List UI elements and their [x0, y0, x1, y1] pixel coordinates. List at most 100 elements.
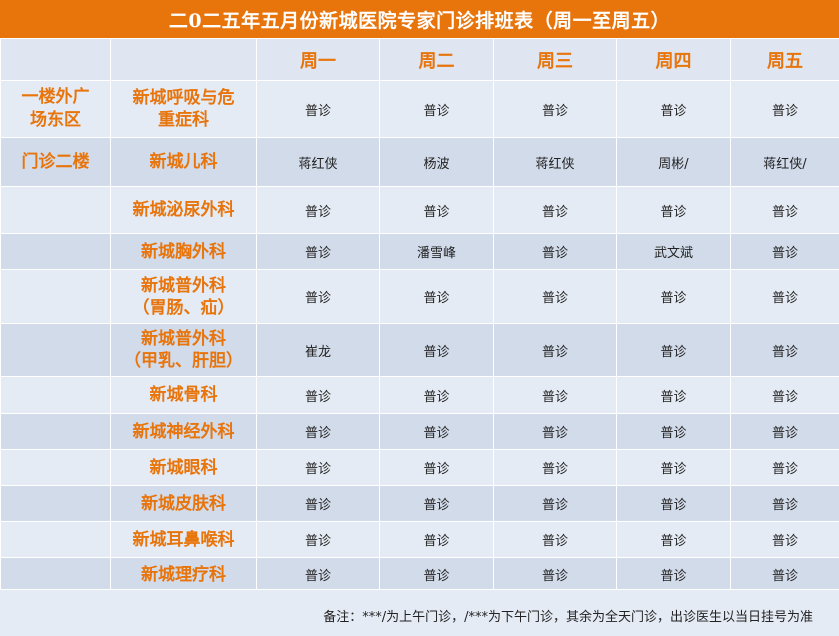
header-location-cell	[0, 38, 111, 81]
footer-note: 备注：***/为上午门诊，/***为下午门诊，其余为全天门诊，出诊医生以当日挂号…	[323, 610, 813, 625]
table-row: 新城普外科 （胃肠、疝） 普诊 普诊 普诊 普诊 普诊	[0, 269, 839, 324]
schedule-cell: 普诊	[616, 413, 731, 450]
table-row: 新城胸外科 普诊 潘雪峰 普诊 武文斌 普诊	[0, 233, 839, 270]
table-row: 新城神经外科 普诊 普诊 普诊 普诊 普诊	[0, 413, 839, 450]
schedule-cell: 普诊	[493, 557, 617, 592]
schedule-cell: 周彬/	[616, 137, 731, 187]
location-cell	[0, 557, 111, 592]
schedule-cell: 普诊	[616, 80, 731, 138]
schedule-cell: 普诊	[616, 521, 731, 558]
table-row: 新城泌尿外科 普诊 普诊 普诊 普诊 普诊	[0, 186, 839, 234]
department-cell: 新城胸外科	[110, 233, 257, 270]
department-cell: 新城骨科	[110, 376, 257, 414]
location-cell	[0, 449, 111, 486]
schedule-cell: 普诊	[256, 269, 380, 324]
schedule-cell: 普诊	[493, 80, 617, 138]
schedule-cell: 普诊	[616, 269, 731, 324]
schedule-cell: 普诊	[730, 323, 839, 377]
table-row: 新城皮肤科 普诊 普诊 普诊 普诊 普诊	[0, 485, 839, 522]
schedule-cell: 普诊	[616, 323, 731, 377]
schedule-cell: 普诊	[616, 449, 731, 486]
schedule-cell: 普诊	[730, 557, 839, 592]
schedule-cell: 普诊	[730, 80, 839, 138]
schedule-cell: 普诊	[379, 323, 494, 377]
schedule-cell: 普诊	[493, 521, 617, 558]
schedule-cell: 普诊	[379, 186, 494, 234]
schedule-cell: 普诊	[493, 376, 617, 414]
location-cell	[0, 269, 111, 324]
department-cell: 新城普外科 （胃肠、疝）	[110, 269, 257, 324]
schedule-cell: 普诊	[379, 485, 494, 522]
schedule-cell: 武文斌	[616, 233, 731, 270]
location-cell	[0, 376, 111, 414]
schedule-cell: 普诊	[730, 521, 839, 558]
table-row: 新城耳鼻喉科 普诊 普诊 普诊 普诊 普诊	[0, 521, 839, 558]
schedule-cell: 崔龙	[256, 323, 380, 377]
location-cell	[0, 485, 111, 522]
page-title: 二0二五年五月份新城医院专家门诊排班表（周一至周五）	[0, 0, 839, 38]
schedule-cell: 普诊	[493, 323, 617, 377]
header-day-tue: 周二	[379, 38, 494, 81]
schedule-cell: 普诊	[379, 449, 494, 486]
schedule-table: 周一 周二 周三 周四 周五 一楼外广 场东区 新城呼吸与危 重症科 普诊 普诊 普诊 普诊普…	[0, 38, 839, 592]
department-cell: 新城普外科 （甲乳、肝胆）	[110, 323, 257, 377]
schedule-cell: 普诊	[730, 186, 839, 234]
schedule-cell: 潘雪峰	[379, 233, 494, 270]
schedule-cell: 普诊	[616, 186, 731, 234]
schedule-cell: 普诊	[256, 485, 380, 522]
schedule-cell: 普诊	[379, 269, 494, 324]
header-department-cell	[110, 38, 257, 81]
department-cell: 新城儿科	[110, 137, 257, 187]
table-row: 一楼外广 场东区 新城呼吸与危 重症科 普诊 普诊 普诊 普诊 普诊	[0, 80, 839, 138]
location-cell: 门诊二楼	[0, 137, 111, 187]
department-cell: 新城耳鼻喉科	[110, 521, 257, 558]
schedule-cell: 普诊	[616, 557, 731, 592]
table-row: 新城理疗科 普诊 普诊 普诊 普诊 普诊	[0, 557, 839, 592]
header-day-wed: 周三	[493, 38, 617, 81]
schedule-cell: 蒋红侠	[256, 137, 380, 187]
schedule-cell: 普诊	[730, 485, 839, 522]
table-row: 新城眼科 普诊 普诊 普诊 普诊 普诊	[0, 449, 839, 486]
header-day-thu: 周四	[616, 38, 731, 81]
location-cell	[0, 521, 111, 558]
table-row: 新城普外科 （甲乳、肝胆） 崔龙 普诊 普诊 普诊 普诊	[0, 323, 839, 377]
location-cell	[0, 233, 111, 270]
schedule-cell: 普诊	[379, 521, 494, 558]
schedule-cell: 普诊	[256, 376, 380, 414]
schedule-cell: 普诊	[379, 80, 494, 138]
schedule-cell: 普诊	[256, 186, 380, 234]
department-cell: 新城呼吸与危 重症科	[110, 80, 257, 138]
header-day-fri: 周五	[730, 38, 839, 81]
location-cell	[0, 413, 111, 450]
table-row: 新城骨科 普诊 普诊 普诊 普诊 普诊	[0, 376, 839, 414]
schedule-cell: 杨波	[379, 137, 494, 187]
department-cell: 新城泌尿外科	[110, 186, 257, 234]
location-cell	[0, 323, 111, 377]
schedule-cell: 普诊	[616, 376, 731, 414]
schedule-cell: 普诊	[256, 449, 380, 486]
schedule-cell: 普诊	[493, 449, 617, 486]
schedule-cell: 普诊	[493, 233, 617, 270]
schedule-cell: 蒋红侠	[493, 137, 617, 187]
schedule-cell: 普诊	[493, 269, 617, 324]
department-cell: 新城理疗科	[110, 557, 257, 592]
schedule-cell: 蒋红侠/	[730, 137, 839, 187]
schedule-cell: 普诊	[616, 485, 731, 522]
schedule-cell: 普诊	[256, 521, 380, 558]
schedule-cell: 普诊	[379, 413, 494, 450]
schedule-cell: 普诊	[730, 413, 839, 450]
schedule-cell: 普诊	[493, 485, 617, 522]
department-cell: 新城眼科	[110, 449, 257, 486]
schedule-cell: 普诊	[730, 376, 839, 414]
location-cell	[0, 186, 111, 234]
schedule-cell: 普诊	[256, 233, 380, 270]
schedule-cell: 普诊	[730, 269, 839, 324]
footer: 备注：***/为上午门诊，/***为下午门诊，其余为全天门诊，出诊医生以当日挂号…	[0, 589, 839, 636]
schedule-cell: 普诊	[379, 557, 494, 592]
schedule-cell: 普诊	[379, 376, 494, 414]
department-cell: 新城神经外科	[110, 413, 257, 450]
schedule-cell: 普诊	[730, 449, 839, 486]
schedule-cell: 普诊	[256, 413, 380, 450]
schedule-body: 一楼外广 场东区 新城呼吸与危 重症科 普诊 普诊 普诊 普诊 普诊 门诊二楼 新城儿科 蒋红侠 杨波蒋…	[0, 80, 839, 592]
